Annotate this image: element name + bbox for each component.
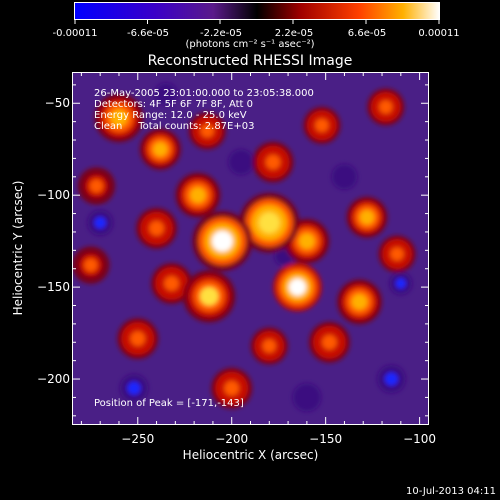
image-blob bbox=[338, 170, 351, 183]
image-blob bbox=[94, 216, 107, 229]
y-tick-label: −100 bbox=[37, 188, 70, 203]
image-blob bbox=[189, 187, 206, 204]
image-blob bbox=[149, 221, 164, 236]
image-blob bbox=[351, 293, 368, 310]
colorbar bbox=[74, 2, 440, 24]
image-blob bbox=[160, 88, 172, 100]
x-axis-label: Heliocentric X (arcsec) bbox=[182, 448, 319, 462]
peak-position-label: Position of Peak = [-171,-143] bbox=[94, 398, 244, 409]
info-clean-counts: Clean Total counts: 2.87E+03 bbox=[94, 121, 255, 132]
y-tick-label: −50 bbox=[44, 96, 70, 111]
x-tick-label: −100 bbox=[403, 432, 437, 446]
image-blob bbox=[379, 100, 393, 114]
image-blob bbox=[359, 210, 375, 225]
timestamp: 10-Jul-2013 04:11 bbox=[405, 486, 496, 497]
colorbar-tick-label: -0.00011 bbox=[52, 28, 98, 39]
image-blob bbox=[390, 247, 404, 261]
image-blob bbox=[279, 251, 289, 261]
image-blob bbox=[395, 278, 407, 289]
y-tick-label: −200 bbox=[37, 372, 70, 387]
colorbar-units: (photons cm⁻² s⁻¹ asec⁻²) bbox=[185, 39, 315, 50]
x-tick-label: −250 bbox=[121, 432, 155, 446]
image-blob bbox=[199, 287, 219, 306]
image-blob bbox=[298, 233, 315, 250]
image-blob bbox=[110, 109, 128, 127]
image-blob bbox=[265, 154, 281, 170]
image-blob bbox=[288, 278, 307, 296]
colorbar-tick-label: 2.2e-05 bbox=[274, 28, 314, 39]
image-blob bbox=[211, 230, 233, 252]
image-blob bbox=[300, 390, 314, 404]
info-detectors: Detectors: 4F 5F 6F 7F 8F, Att 0 bbox=[94, 99, 254, 110]
y-tick-label: −150 bbox=[37, 280, 70, 295]
image-blob bbox=[315, 118, 329, 132]
info-time-range: 26-May-2005 23:01:00.000 to 23:05:38.000 bbox=[94, 88, 314, 99]
y-axis-label: Heliocentric Y (arcsec) bbox=[11, 180, 25, 316]
image-blob bbox=[384, 372, 398, 386]
image-blob bbox=[153, 141, 168, 157]
colorbar-tick-label: 6.6e-05 bbox=[347, 28, 387, 39]
colorbar-tick-label: -6.6e-05 bbox=[127, 28, 169, 39]
image-blob bbox=[322, 335, 337, 350]
x-tick-label: −150 bbox=[309, 432, 343, 446]
image-blob bbox=[235, 156, 248, 169]
image-blob bbox=[84, 258, 98, 272]
image-blob bbox=[127, 381, 141, 395]
colorbar-tick-label: -2.2e-05 bbox=[200, 28, 242, 39]
image-blob bbox=[164, 276, 179, 291]
colorbar-gradient bbox=[74, 2, 440, 20]
image-plot bbox=[72, 72, 429, 425]
image-blob bbox=[89, 179, 104, 193]
image-blob bbox=[258, 212, 280, 234]
image-blob bbox=[200, 124, 214, 138]
info-energy-range: Energy Range: 12.0 - 25.0 keV bbox=[94, 110, 247, 121]
colorbar-tick-label: 0.00011 bbox=[418, 28, 460, 39]
chart-title: Reconstructed RHESSI Image bbox=[147, 53, 353, 69]
x-tick-label: −200 bbox=[215, 432, 249, 446]
image-blob bbox=[224, 380, 239, 396]
image-blob bbox=[130, 331, 145, 346]
image-blob bbox=[262, 339, 276, 353]
